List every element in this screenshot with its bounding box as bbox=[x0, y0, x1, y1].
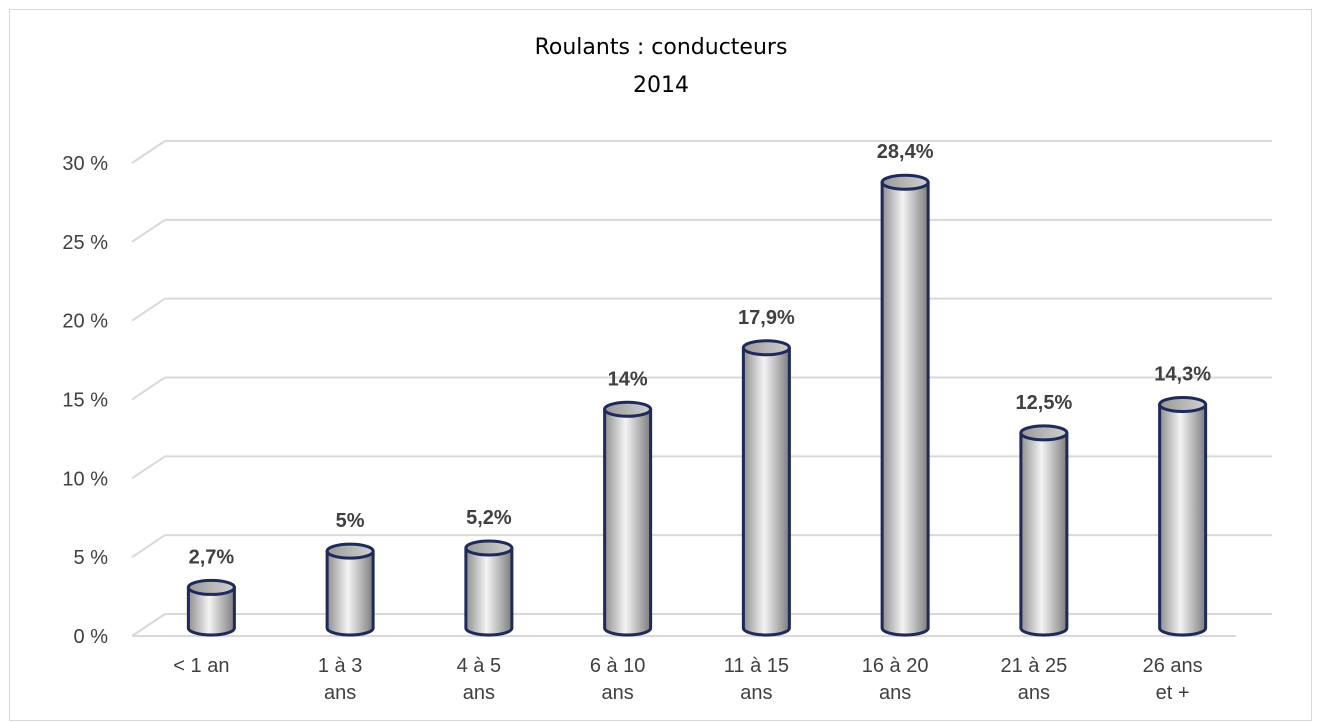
bar-top bbox=[1019, 424, 1069, 442]
bar-top bbox=[325, 542, 375, 560]
bar-body bbox=[1019, 431, 1069, 637]
bar bbox=[1158, 396, 1208, 637]
y-tick-label: 10 % bbox=[62, 468, 108, 490]
bar bbox=[880, 173, 930, 637]
x-tick-label: 16 à 20 bbox=[862, 655, 929, 677]
x-tick-label: ans bbox=[602, 682, 634, 704]
gridline-depth bbox=[131, 613, 166, 637]
bar-top bbox=[186, 578, 236, 596]
x-tick-label: 1 à 3 bbox=[318, 655, 362, 677]
bar-top bbox=[603, 400, 653, 418]
chart-subtitle: 2014 bbox=[633, 73, 689, 98]
x-tick-label: 21 à 25 bbox=[1001, 655, 1068, 677]
data-label: 5,2% bbox=[466, 507, 512, 529]
bar bbox=[1019, 424, 1069, 637]
bar bbox=[464, 539, 514, 637]
bar bbox=[325, 542, 375, 637]
x-tick-label: ans bbox=[324, 682, 356, 704]
bar-top bbox=[880, 173, 930, 191]
x-tick-label: ans bbox=[463, 682, 495, 704]
gridline-depth bbox=[131, 455, 166, 480]
y-tick-label: 25 % bbox=[62, 232, 108, 254]
x-tick-label: 11 à 15 bbox=[724, 655, 789, 677]
bar-body bbox=[880, 180, 930, 637]
y-tick-label: 15 % bbox=[62, 390, 108, 412]
bar-top bbox=[1158, 396, 1208, 414]
gridline-depth bbox=[131, 534, 166, 558]
bar bbox=[603, 400, 653, 637]
chart-title: Roulants : conducteurs bbox=[534, 35, 788, 60]
bar-body bbox=[186, 585, 236, 637]
y-tick-label: 5 % bbox=[74, 547, 109, 569]
bar-body bbox=[741, 346, 791, 637]
y-tick-label: 20 % bbox=[62, 311, 108, 333]
bar-top bbox=[464, 539, 514, 557]
y-tick-label: 0 % bbox=[74, 626, 109, 648]
gridline-depth bbox=[131, 219, 166, 243]
x-tick-label: et + bbox=[1156, 682, 1190, 704]
bar-body bbox=[603, 407, 653, 637]
x-tick-label: ans bbox=[879, 682, 911, 704]
gridline-depth bbox=[131, 297, 166, 322]
gridline-depth bbox=[131, 376, 166, 401]
data-label: 14,3% bbox=[1154, 364, 1211, 386]
data-label: 2,7% bbox=[189, 546, 235, 568]
data-label: 5% bbox=[336, 510, 365, 532]
bar-body bbox=[325, 549, 375, 637]
data-label: 12,5% bbox=[1016, 392, 1073, 414]
data-label: 17,9% bbox=[738, 307, 795, 329]
x-tick-label: ans bbox=[1018, 682, 1050, 704]
gridline-depth bbox=[131, 140, 166, 164]
bar bbox=[186, 578, 236, 637]
x-tick-label: 6 à 10 bbox=[590, 655, 646, 677]
data-label: 14% bbox=[608, 368, 648, 390]
x-tick-label: < 1 an bbox=[173, 655, 229, 677]
x-tick-label: 26 ans bbox=[1143, 655, 1203, 677]
bar bbox=[741, 339, 791, 637]
x-tick-label: 4 à 5 bbox=[457, 655, 501, 677]
bar-body bbox=[464, 546, 514, 637]
data-label: 28,4% bbox=[877, 141, 934, 163]
x-tick-label: ans bbox=[740, 682, 772, 704]
bar-body bbox=[1158, 403, 1208, 637]
y-tick-label: 30 % bbox=[62, 153, 108, 175]
bar-top bbox=[741, 339, 791, 357]
